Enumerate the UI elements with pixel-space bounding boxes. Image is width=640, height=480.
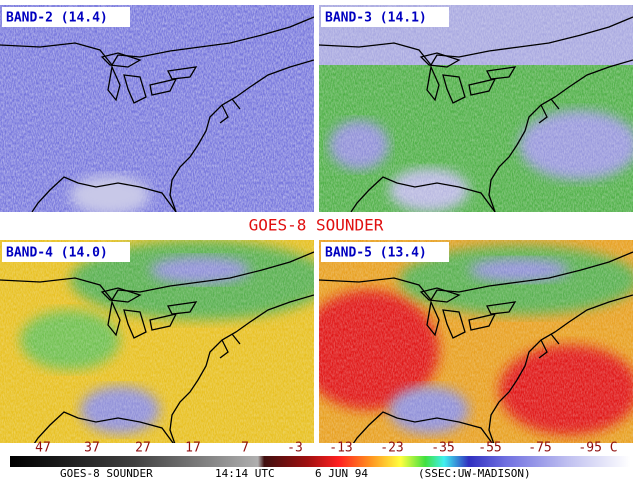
scale-labels: 47 37 27 17 7 -3 -13 -23 -35 -55 -75 -95 C xyxy=(35,441,617,456)
scale-label: 37 xyxy=(84,441,100,456)
panel-labels: BAND-2 (14.4) BAND-3 (14.1) BAND-4 (14.0… xyxy=(2,7,449,262)
scale-label: -55 xyxy=(478,441,501,456)
panel-band-2 xyxy=(0,5,314,212)
scale-label: -23 xyxy=(380,441,403,456)
panel-band-5 xyxy=(319,240,633,443)
scale-label: -3 xyxy=(287,441,303,456)
scale-label: -95 C xyxy=(578,441,617,456)
footer-text: (SSEC:UW-MADISON) xyxy=(418,467,531,480)
label-box xyxy=(321,7,449,27)
label-box xyxy=(321,242,449,262)
footer-text: 6 JUN 94 xyxy=(315,467,368,480)
color-scale xyxy=(10,456,630,467)
panel-band-4 xyxy=(0,240,314,443)
scale-label: 17 xyxy=(185,441,201,456)
panel-label: BAND-3 (14.1) xyxy=(325,11,427,26)
footer-text: 14:14 UTC xyxy=(215,467,275,480)
panel-label: BAND-2 (14.4) xyxy=(6,11,108,26)
label-box xyxy=(2,242,130,262)
footer: GOES-8 SOUNDER 14:14 UTC 6 JUN 94 (SSEC:UW-… xyxy=(60,467,531,480)
scale-label: -13 xyxy=(329,441,352,456)
scale-label: 47 xyxy=(35,441,51,456)
title: GOES-8 SOUNDER xyxy=(249,216,384,235)
label-box xyxy=(2,7,130,27)
panel-band-3 xyxy=(319,5,633,212)
panel-label: BAND-5 (13.4) xyxy=(325,246,427,261)
scale-label: -35 xyxy=(431,441,454,456)
scale-label: 7 xyxy=(241,441,249,456)
panel-label: BAND-4 (14.0) xyxy=(6,246,108,261)
scale-label: 27 xyxy=(135,441,151,456)
scale-label: -75 xyxy=(528,441,551,456)
footer-text: GOES-8 SOUNDER xyxy=(60,467,153,480)
